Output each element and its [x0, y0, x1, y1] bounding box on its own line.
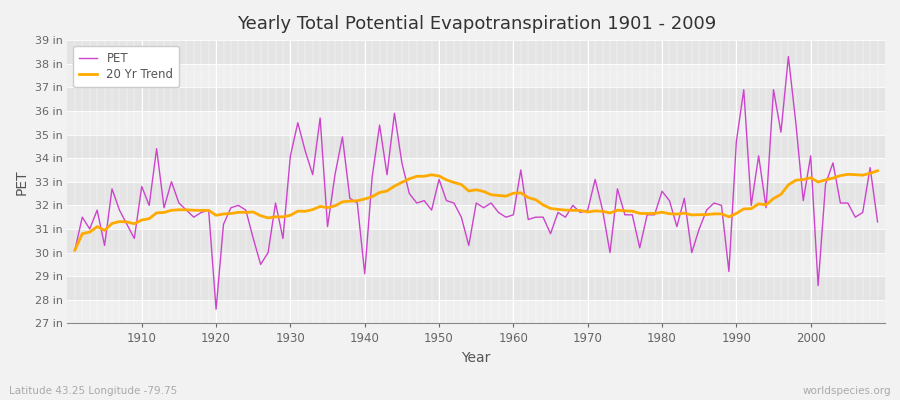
Bar	[68, 64, 885, 87]
Bar	[68, 205, 885, 229]
Line: PET: PET	[75, 57, 878, 309]
20 Yr Trend	[337, 200, 347, 204]
PET	[605, 250, 616, 255]
Text: Latitude 43.25 Longitude -79.75: Latitude 43.25 Longitude -79.75	[9, 386, 177, 396]
Bar	[68, 252, 885, 276]
Line: 20 Yr Trend: 20 Yr Trend	[75, 171, 878, 250]
20 Yr Trend	[129, 221, 140, 226]
20 Yr Trend	[292, 209, 303, 214]
Bar	[68, 182, 885, 205]
PET	[783, 54, 794, 59]
PET	[508, 212, 518, 217]
Y-axis label: PET: PET	[15, 169, 29, 194]
Legend: PET, 20 Yr Trend: PET, 20 Yr Trend	[73, 46, 179, 87]
PET	[872, 220, 883, 224]
Bar	[68, 40, 885, 64]
X-axis label: Year: Year	[462, 351, 490, 365]
Title: Yearly Total Potential Evapotranspiration 1901 - 2009: Yearly Total Potential Evapotranspiratio…	[237, 15, 716, 33]
20 Yr Trend	[872, 168, 883, 173]
20 Yr Trend	[598, 209, 608, 214]
PET	[211, 307, 221, 312]
PET	[69, 248, 80, 253]
Bar	[68, 300, 885, 324]
Text: worldspecies.org: worldspecies.org	[803, 386, 891, 396]
PET	[129, 236, 140, 241]
PET	[345, 196, 356, 201]
PET	[516, 168, 526, 172]
Bar	[68, 134, 885, 158]
20 Yr Trend	[500, 194, 511, 198]
Bar	[68, 276, 885, 300]
PET	[300, 149, 310, 154]
20 Yr Trend	[69, 248, 80, 253]
Bar	[68, 229, 885, 252]
Bar	[68, 111, 885, 134]
Bar	[68, 87, 885, 111]
Bar	[68, 158, 885, 182]
20 Yr Trend	[508, 191, 518, 196]
